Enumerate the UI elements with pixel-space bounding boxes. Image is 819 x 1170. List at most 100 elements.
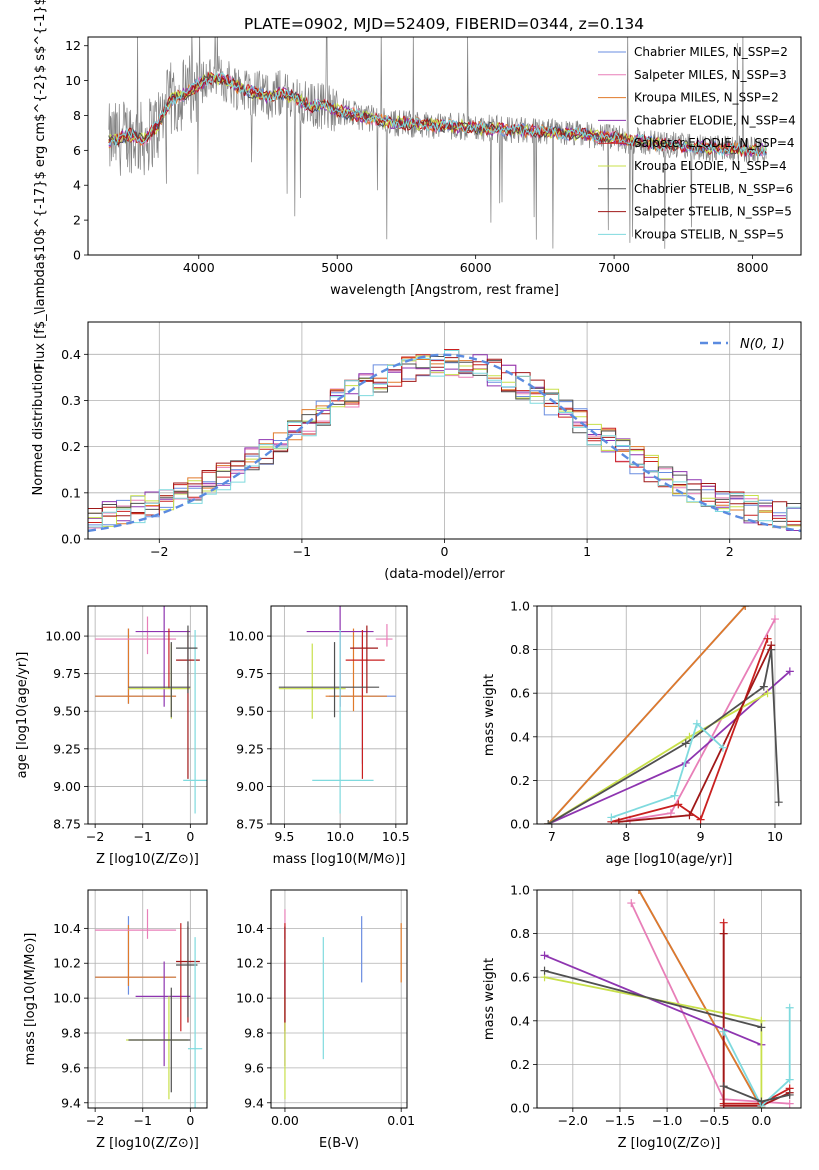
y-tick-label: 9.4: [61, 1095, 81, 1110]
y-tick-label: 9.00: [236, 779, 264, 794]
mass-weight-marker: [719, 1082, 728, 1091]
mass-weight-marker: [785, 1099, 794, 1108]
model-spectrum-line: [108, 72, 767, 158]
plot-area: [278, 606, 396, 814]
x-tick-label: 0: [186, 829, 194, 844]
mass-weight-line: [630, 902, 790, 1105]
mass-weight-line: [611, 722, 724, 819]
mass-weight-vs-age-chart: 7 8 9 10 0.0 0.2 0.4 0.6 0.8 1.0 age [log10(age/yr…: [482, 599, 802, 867]
mass-weight-marker: [785, 667, 794, 676]
mass-weight-line: [722, 922, 791, 1105]
mass-weight-line: [544, 954, 762, 1046]
x-axis-label: Z [log10(Z/Z⊙)]: [618, 1136, 721, 1151]
mass-weight-marker: [763, 634, 772, 643]
mass-weight-marker: [719, 1027, 728, 1036]
y-tick-label: 10.00: [45, 629, 81, 644]
y-axis-label: age [log10(age/yr)]: [15, 652, 30, 779]
mass-weight-marker: [785, 1003, 794, 1012]
x-tick-label: 8000: [737, 260, 769, 275]
axes-frame: [87, 36, 802, 256]
mass-weight-marker: [674, 800, 683, 809]
axes-frame: [87, 605, 208, 825]
plot-area: [544, 606, 794, 824]
x-tick-label: 0: [186, 1113, 194, 1128]
plot-area: [95, 606, 207, 814]
legend-entry: Salpeter STELIB, N_SSP=5: [634, 205, 792, 219]
x-tick-label: −1.5: [605, 1113, 635, 1128]
x-tick-label: −1: [134, 1113, 152, 1128]
x-tick-label: 0.0: [751, 1113, 771, 1128]
mass-weight-marker: [696, 815, 705, 824]
axes-frame: [536, 605, 802, 825]
mass-weight-marker: [607, 813, 616, 822]
legend-entry: N(0, 1): [740, 337, 785, 352]
y-tick-label: 9.75: [53, 666, 81, 681]
y-tick-label: 8: [73, 108, 81, 123]
y-tick-label: 9.8: [244, 1026, 264, 1041]
y-tick-label: 0.4: [510, 1013, 530, 1028]
mass-weight-line: [611, 638, 769, 823]
y-tick-label: 9.00: [53, 779, 81, 794]
x-tick-label: 9: [697, 829, 705, 844]
mass-weight-vs-metallicity-chart: −2.0 −1.5 −1.0 −0.5 0.0 0.0 0.2 0.4 0.6 0.8 1.0 Z […: [482, 883, 802, 1151]
mass-weight-marker: [544, 820, 553, 824]
y-tick-label: 9.6: [244, 1060, 264, 1075]
mass-weight-marker: [785, 1090, 794, 1099]
y-tick-label: 0.4: [61, 347, 81, 362]
x-tick-label: −2: [150, 544, 168, 559]
legend-entry: Chabrier ELODIE, N_SSP=4: [634, 113, 796, 127]
x-tick-label: 0: [441, 544, 449, 559]
y-tick-label: 0: [73, 248, 81, 263]
x-tick-label: 10.5: [382, 829, 410, 844]
y-tick-label: 0.6: [510, 686, 530, 701]
legend-entry: Chabrier MILES, N_SSP=2: [634, 45, 788, 59]
y-tick-label: 0.8: [510, 926, 530, 941]
mass-weight-line: [638, 890, 763, 1108]
legend-entry: Kroupa STELIB, N_SSP=5: [634, 227, 784, 241]
y-tick-label: 9.25: [53, 741, 81, 756]
plot-area: [540, 890, 794, 1108]
x-tick-label: −2: [86, 1113, 104, 1128]
age-vs-metallicity-chart: −2 −1 0 8.75 9.00 9.25 9.50 9.75 10.00 Z [log10(Z…: [15, 605, 208, 867]
mass-weight-marker: [770, 615, 779, 624]
y-tick-label: 0.2: [61, 439, 81, 454]
y-tick-label: 1.0: [510, 883, 530, 898]
legend-entry: Kroupa MILES, N_SSP=2: [634, 91, 779, 105]
y-tick-label: 2: [73, 213, 81, 228]
mass-weight-line: [722, 933, 791, 1107]
x-tick-label: 9.5: [274, 829, 294, 844]
y-tick-label: 9.75: [236, 666, 264, 681]
legend-entry: Salpeter ELODIE, N_SSP=4: [634, 136, 795, 150]
y-tick-label: 9.25: [236, 741, 264, 756]
plot-area: [284, 909, 402, 1100]
y-axis-label: Normed distribution: [31, 366, 46, 496]
x-tick-label: −2: [86, 829, 104, 844]
x-tick-label: −1: [134, 829, 152, 844]
plot-area: [95, 909, 203, 1108]
mass-vs-metallicity-chart: −2 −1 0 9.4 9.6 9.8 10.0 10.2 10.4 Z [log10(Z/Z⊙)…: [23, 889, 208, 1151]
y-tick-label: 0.0: [510, 817, 530, 832]
mass-weight-marker: [763, 689, 772, 698]
legend-entry: Kroupa ELODIE, N_SSP=4: [634, 159, 787, 173]
mass-weight-marker: [540, 951, 549, 960]
legend-entry: Chabrier STELIB, N_SSP=6: [634, 182, 793, 196]
x-axis-label: E(B-V): [319, 1136, 359, 1151]
mass-weight-line: [547, 606, 746, 824]
x-axis-label: (data-model)/error: [384, 567, 505, 582]
y-tick-label: 0.2: [510, 1057, 530, 1072]
y-tick-label: 0.0: [61, 532, 81, 547]
x-tick-label: 0.01: [387, 1113, 415, 1128]
residual-histogram-chart: −2 −1 0 1 2 0.0 0.1 0.2 0.3 0.4 (data-model)/error…: [31, 321, 802, 582]
mass-weight-line: [722, 1007, 791, 1108]
y-tick-label: 10.4: [236, 921, 264, 936]
plot-area: [88, 349, 801, 533]
figure-title: PLATE=0902, MJD=52409, FIBERID=0344, z=0…: [244, 15, 644, 33]
y-tick-label: 9.6: [61, 1060, 81, 1075]
mass-weight-marker: [774, 798, 783, 807]
x-axis-label: Z [log10(Z/Z⊙)]: [96, 1136, 199, 1151]
mass-weight-marker: [634, 890, 643, 894]
mass-weight-marker: [719, 918, 728, 927]
y-tick-label: 12: [65, 38, 81, 53]
x-axis-label: wavelength [Angstrom, rest frame]: [330, 283, 559, 298]
